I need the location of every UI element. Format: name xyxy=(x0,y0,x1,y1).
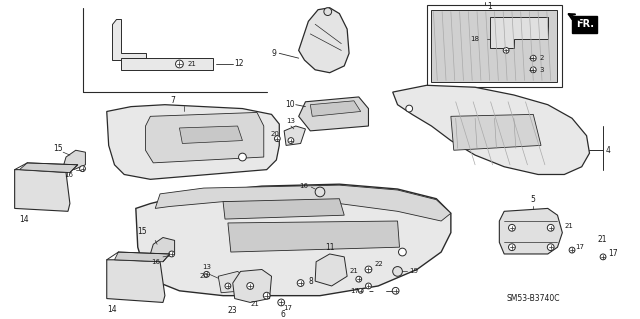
Circle shape xyxy=(569,247,575,253)
Polygon shape xyxy=(431,10,557,82)
Text: 3: 3 xyxy=(539,67,543,73)
Text: 22: 22 xyxy=(374,261,383,267)
Circle shape xyxy=(365,266,372,273)
Polygon shape xyxy=(19,163,77,173)
Circle shape xyxy=(503,48,509,53)
Text: 16: 16 xyxy=(300,183,308,189)
Polygon shape xyxy=(15,170,70,211)
Polygon shape xyxy=(111,19,145,60)
Text: 12: 12 xyxy=(235,59,244,69)
Polygon shape xyxy=(427,5,563,87)
Circle shape xyxy=(547,224,554,231)
Text: 21: 21 xyxy=(597,235,607,244)
Text: 13: 13 xyxy=(202,263,211,270)
Text: 21: 21 xyxy=(250,300,259,307)
Text: 17: 17 xyxy=(283,305,292,311)
Text: 20: 20 xyxy=(200,273,209,279)
Polygon shape xyxy=(233,270,271,302)
Polygon shape xyxy=(63,150,85,170)
Text: 21: 21 xyxy=(564,223,573,229)
Polygon shape xyxy=(451,115,541,150)
Circle shape xyxy=(204,271,209,277)
Circle shape xyxy=(358,288,363,293)
Polygon shape xyxy=(136,184,451,296)
Text: 15: 15 xyxy=(137,226,147,235)
Polygon shape xyxy=(115,252,170,262)
Circle shape xyxy=(531,67,536,73)
Polygon shape xyxy=(490,18,548,48)
Circle shape xyxy=(239,285,246,293)
Text: 21: 21 xyxy=(349,268,358,274)
Text: 16: 16 xyxy=(64,172,73,178)
Text: FR.: FR. xyxy=(575,19,594,29)
Polygon shape xyxy=(315,254,347,286)
Circle shape xyxy=(278,299,285,306)
Circle shape xyxy=(600,254,606,260)
Circle shape xyxy=(392,287,399,294)
Text: 19: 19 xyxy=(409,268,418,274)
Circle shape xyxy=(509,244,515,251)
Polygon shape xyxy=(284,126,305,145)
Polygon shape xyxy=(145,112,264,163)
Circle shape xyxy=(509,224,515,231)
Text: 17: 17 xyxy=(608,249,618,258)
Circle shape xyxy=(263,292,270,299)
Text: 14: 14 xyxy=(107,305,116,314)
Text: 16: 16 xyxy=(151,259,160,265)
Text: 21: 21 xyxy=(187,61,196,67)
Circle shape xyxy=(247,283,253,289)
Polygon shape xyxy=(179,126,243,144)
Polygon shape xyxy=(223,199,344,219)
Polygon shape xyxy=(310,101,361,116)
Text: 5: 5 xyxy=(531,195,536,204)
Text: 2: 2 xyxy=(539,55,543,61)
Circle shape xyxy=(297,280,304,286)
Text: 14: 14 xyxy=(19,215,29,224)
Text: 20: 20 xyxy=(271,131,279,137)
Polygon shape xyxy=(299,8,349,73)
Circle shape xyxy=(169,251,175,257)
Text: 15: 15 xyxy=(53,144,63,153)
Circle shape xyxy=(225,283,231,289)
Polygon shape xyxy=(156,185,451,221)
Circle shape xyxy=(399,248,406,256)
Circle shape xyxy=(239,153,246,161)
Circle shape xyxy=(406,105,413,112)
Text: 1: 1 xyxy=(488,2,492,11)
Text: –: – xyxy=(369,286,373,296)
Text: 18: 18 xyxy=(470,36,479,42)
Polygon shape xyxy=(107,260,165,302)
Text: 23: 23 xyxy=(228,306,237,315)
Text: 8: 8 xyxy=(308,277,313,286)
Polygon shape xyxy=(393,85,589,174)
Circle shape xyxy=(275,136,280,142)
Polygon shape xyxy=(499,208,563,254)
Text: 11: 11 xyxy=(325,243,335,252)
Polygon shape xyxy=(150,238,175,259)
Polygon shape xyxy=(121,58,213,70)
Polygon shape xyxy=(228,221,399,252)
Circle shape xyxy=(356,276,362,282)
Circle shape xyxy=(315,187,325,197)
Text: 10: 10 xyxy=(285,100,295,109)
Circle shape xyxy=(324,8,332,16)
Text: 7: 7 xyxy=(170,96,175,105)
Text: SM53-B3740C: SM53-B3740C xyxy=(506,294,560,303)
Text: 4: 4 xyxy=(606,146,611,155)
Text: 13: 13 xyxy=(286,118,295,124)
Polygon shape xyxy=(107,105,279,179)
Circle shape xyxy=(175,60,183,68)
Text: 6: 6 xyxy=(281,310,285,319)
Circle shape xyxy=(79,166,85,172)
Text: 17: 17 xyxy=(350,288,359,294)
Circle shape xyxy=(393,267,403,276)
Polygon shape xyxy=(299,97,369,131)
Circle shape xyxy=(547,244,554,251)
Circle shape xyxy=(365,283,371,289)
Text: 9: 9 xyxy=(271,49,276,58)
Circle shape xyxy=(531,55,536,61)
Polygon shape xyxy=(218,271,247,293)
Text: 17: 17 xyxy=(575,244,584,250)
Circle shape xyxy=(288,138,294,144)
